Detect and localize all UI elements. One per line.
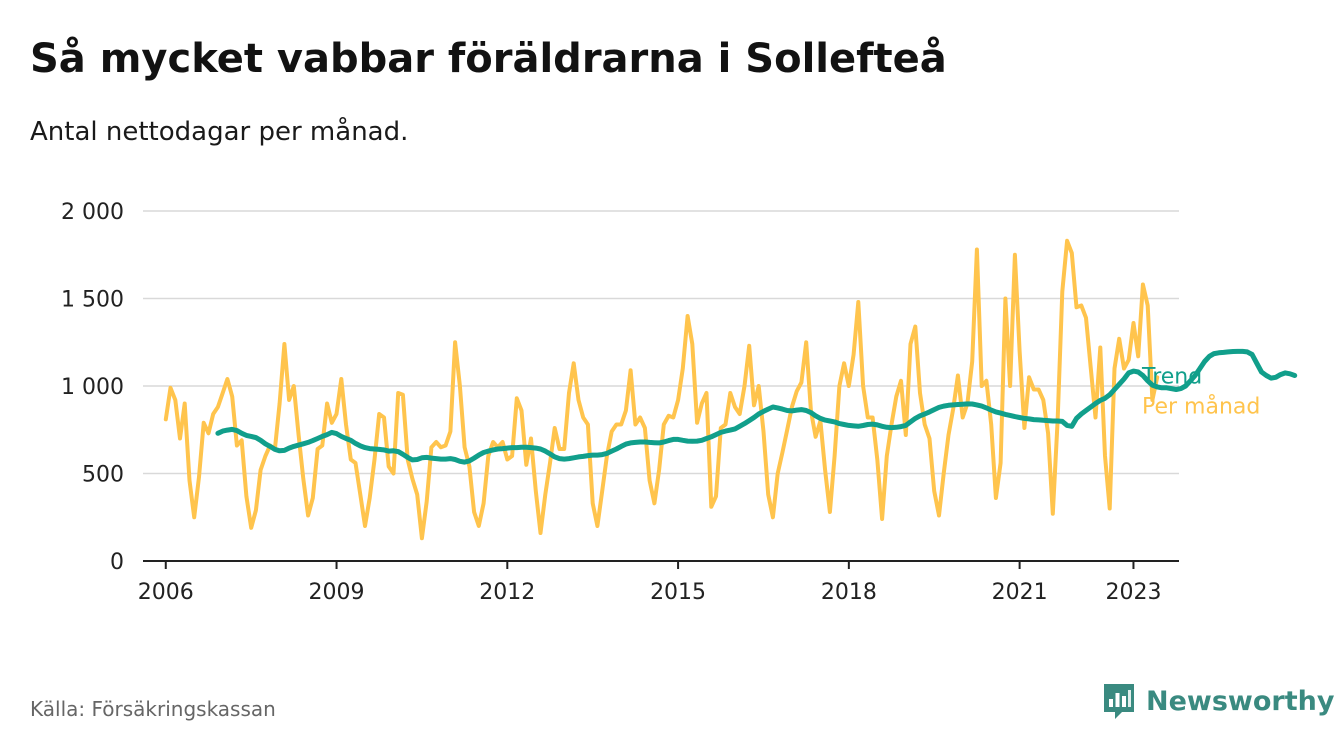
x-tick-label: 2018 — [821, 580, 877, 605]
series-label: Trend — [1141, 365, 1202, 390]
series-line-per-månad — [163, 238, 1160, 541]
x-tick-label: 2023 — [1105, 580, 1161, 605]
y-tick-label: 500 — [82, 463, 124, 488]
y-tick-label: 0 — [110, 550, 124, 575]
chart-subtitle: Antal nettodagar per månad. — [30, 117, 409, 147]
brand-logo[interactable]: Newsworthy — [1102, 682, 1334, 720]
x-tick-label: 2021 — [992, 580, 1048, 605]
chart-title: Så mycket vabbar föräldrarna i Sollefteå — [30, 36, 947, 82]
series-line-trend — [215, 348, 1298, 465]
source-note: Källa: Försäkringskassan — [30, 697, 276, 721]
y-tick-label: 1 000 — [61, 375, 124, 400]
x-tick-label: 2006 — [138, 580, 194, 605]
series-label: Per månad — [1142, 394, 1260, 420]
series-group — [163, 238, 1298, 541]
x-tick-label: 2015 — [650, 580, 706, 605]
brand-name: Newsworthy — [1146, 685, 1335, 717]
newsworthy-logo-icon — [1104, 684, 1134, 719]
y-tick-label: 2 000 — [61, 200, 124, 225]
series-labels: Trend Per månad — [1141, 365, 1260, 420]
x-axis: 2006 2009 2012 2015 2018 2021 2023 — [138, 560, 1179, 605]
y-axis: 0 500 1 000 1 500 2 000 — [61, 200, 124, 575]
x-tick-label: 2009 — [309, 580, 365, 605]
x-tick-label: 2012 — [479, 580, 535, 605]
y-tick-label: 1 500 — [61, 288, 124, 313]
line-chart: 0 500 1 000 1 500 2 000 2006 2009 2012 2015 2018… — [61, 200, 1298, 605]
